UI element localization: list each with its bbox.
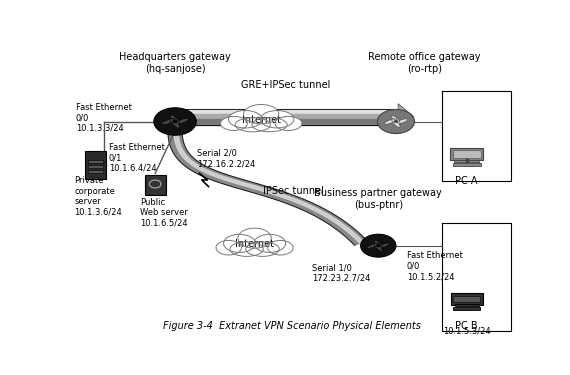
Ellipse shape xyxy=(384,119,397,124)
Ellipse shape xyxy=(377,243,389,248)
Text: PC B: PC B xyxy=(455,321,478,332)
Text: Headquarters gateway
(hq-sanjose): Headquarters gateway (hq-sanjose) xyxy=(119,52,231,74)
Text: Business partner gateway
(bus-ptnr): Business partner gateway (bus-ptnr) xyxy=(315,188,442,210)
Text: Public
Web server
10.1.6.5/24: Public Web server 10.1.6.5/24 xyxy=(140,198,188,228)
FancyBboxPatch shape xyxy=(453,163,481,166)
Ellipse shape xyxy=(275,116,302,130)
Ellipse shape xyxy=(161,118,176,124)
Ellipse shape xyxy=(254,234,286,252)
Text: Serial 2/0
172.16.2.2/24: Serial 2/0 172.16.2.2/24 xyxy=(197,149,255,168)
Ellipse shape xyxy=(395,119,408,124)
Ellipse shape xyxy=(238,228,271,248)
Polygon shape xyxy=(398,104,414,129)
Ellipse shape xyxy=(223,234,255,252)
Text: Fast Ethernet
0/1
10.1.6.4/24: Fast Ethernet 0/1 10.1.6.4/24 xyxy=(109,143,165,173)
Ellipse shape xyxy=(230,242,263,256)
Ellipse shape xyxy=(394,120,398,123)
Text: Fast Ethernet
0/0
10.1.3.3/24: Fast Ethernet 0/0 10.1.3.3/24 xyxy=(76,103,132,132)
FancyBboxPatch shape xyxy=(88,170,103,173)
FancyBboxPatch shape xyxy=(88,165,103,168)
Ellipse shape xyxy=(376,244,380,247)
Text: Internet: Internet xyxy=(235,239,274,249)
Ellipse shape xyxy=(216,240,242,255)
Text: PC A: PC A xyxy=(455,176,478,186)
Ellipse shape xyxy=(361,234,396,257)
FancyBboxPatch shape xyxy=(451,293,483,304)
Ellipse shape xyxy=(367,243,379,248)
Text: GRE+IPSec tunnel: GRE+IPSec tunnel xyxy=(241,80,330,90)
FancyBboxPatch shape xyxy=(453,296,480,302)
Ellipse shape xyxy=(229,111,262,128)
FancyBboxPatch shape xyxy=(450,148,483,160)
Ellipse shape xyxy=(170,115,180,125)
Ellipse shape xyxy=(154,108,196,135)
Ellipse shape xyxy=(173,120,177,123)
Ellipse shape xyxy=(246,242,279,256)
FancyBboxPatch shape xyxy=(453,307,480,310)
Text: Private
corporate
server
10.1.3.6/24: Private corporate server 10.1.3.6/24 xyxy=(74,176,122,217)
Ellipse shape xyxy=(392,116,400,124)
Ellipse shape xyxy=(377,110,414,134)
Text: Figure 3-4  Extranet VPN Scenario Physical Elements: Figure 3-4 Extranet VPN Scenario Physica… xyxy=(163,321,421,331)
Ellipse shape xyxy=(252,118,287,132)
Text: Serial 1/0
172.23.2.7/24: Serial 1/0 172.23.2.7/24 xyxy=(312,263,370,282)
Ellipse shape xyxy=(260,111,294,128)
Ellipse shape xyxy=(243,105,279,124)
FancyBboxPatch shape xyxy=(453,150,481,158)
FancyBboxPatch shape xyxy=(454,160,479,162)
Ellipse shape xyxy=(374,240,382,248)
Ellipse shape xyxy=(170,118,180,128)
Text: Internet: Internet xyxy=(242,115,280,125)
Text: Remote office gateway
(ro-rtp): Remote office gateway (ro-rtp) xyxy=(368,52,481,74)
Ellipse shape xyxy=(235,118,270,132)
FancyBboxPatch shape xyxy=(86,151,105,178)
FancyBboxPatch shape xyxy=(455,304,479,306)
Ellipse shape xyxy=(268,240,293,255)
Text: IPSec tunnel: IPSec tunnel xyxy=(263,186,324,196)
Ellipse shape xyxy=(221,116,247,130)
Text: Fast Ethernet
0/0
10.1.5.2/24: Fast Ethernet 0/0 10.1.5.2/24 xyxy=(407,252,463,281)
Polygon shape xyxy=(168,133,367,245)
Ellipse shape xyxy=(174,118,189,124)
Ellipse shape xyxy=(374,243,382,251)
Ellipse shape xyxy=(392,119,400,127)
FancyBboxPatch shape xyxy=(145,175,166,195)
Text: 10.1.5.3/24: 10.1.5.3/24 xyxy=(443,327,490,336)
FancyBboxPatch shape xyxy=(88,160,103,163)
Polygon shape xyxy=(174,133,363,243)
